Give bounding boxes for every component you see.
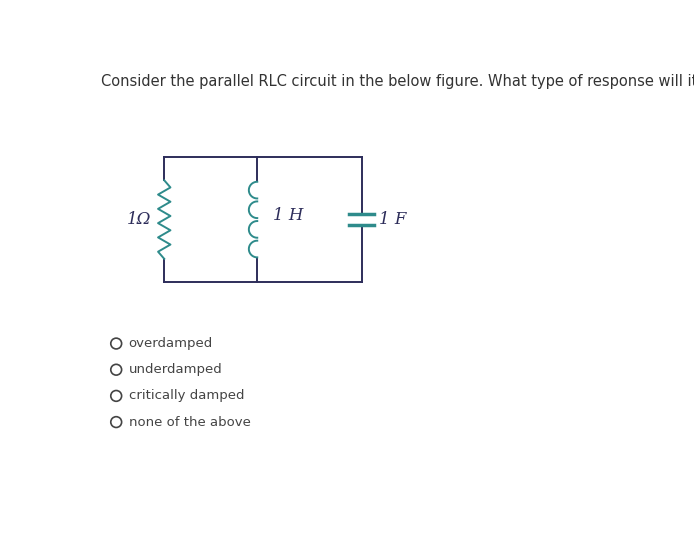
Text: 1 F: 1 F	[379, 211, 406, 228]
Text: overdamped: overdamped	[128, 337, 213, 350]
Text: none of the above: none of the above	[128, 416, 251, 429]
Text: underdamped: underdamped	[128, 363, 222, 376]
Text: critically damped: critically damped	[128, 389, 244, 402]
Text: 1Ω: 1Ω	[127, 211, 151, 228]
Text: Consider the parallel RLC circuit in the below figure. What type of response wil: Consider the parallel RLC circuit in the…	[101, 74, 694, 89]
Text: 1 H: 1 H	[273, 207, 303, 224]
